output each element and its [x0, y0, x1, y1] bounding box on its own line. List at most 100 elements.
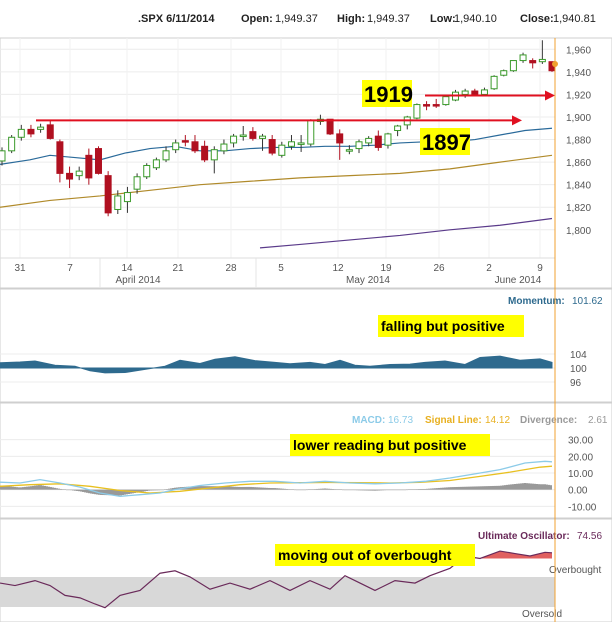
histogram-bar [432, 488, 434, 490]
histogram-bar [306, 489, 308, 491]
histogram-bar [506, 484, 508, 490]
level-arrows [36, 90, 555, 126]
candle [355, 139, 363, 154]
histogram-bar [492, 485, 494, 490]
month-label: May 2014 [346, 275, 390, 286]
histogram-bar [446, 487, 448, 490]
histogram-bar [10, 486, 12, 490]
candle-body [181, 140, 189, 143]
macd-note: lower reading but positive [293, 437, 467, 453]
candle-body [374, 135, 382, 148]
candle-body [143, 164, 151, 178]
histogram-bar [204, 486, 206, 490]
histogram-bar [518, 483, 520, 490]
candle-body [114, 195, 122, 210]
candle-body [133, 176, 141, 190]
candle [259, 133, 267, 151]
candle [345, 145, 353, 155]
histogram-bar [450, 487, 452, 490]
close-label: Close: [520, 13, 554, 25]
candle [46, 120, 54, 140]
level-arrow-head [545, 90, 555, 101]
candle [287, 135, 295, 150]
histogram-bar [358, 489, 360, 491]
histogram-bar [396, 489, 398, 491]
histogram-bar [302, 489, 304, 491]
histogram-bar [50, 487, 52, 490]
divergence-value: 2.61 [588, 415, 608, 426]
histogram-bar [32, 485, 34, 490]
histogram-bar [368, 489, 370, 491]
chart-header: .SPX 6/11/2014 Open: 1,949.37 High: 1,94… [138, 13, 596, 25]
histogram-bar [462, 486, 464, 490]
histogram-bar [498, 485, 500, 490]
histogram-bar [344, 489, 346, 491]
histogram-bar [64, 489, 66, 490]
uo-note-bg [275, 544, 475, 566]
histogram-bar [374, 489, 376, 491]
candle-body [413, 104, 421, 119]
histogram-bar [508, 484, 510, 490]
histogram-bar [410, 489, 412, 490]
candle [423, 101, 431, 111]
histogram-bar [26, 486, 28, 490]
candle [75, 166, 83, 181]
candle [268, 135, 276, 156]
histogram-bar [468, 486, 470, 490]
histogram-bar [198, 486, 200, 490]
histogram-bar [348, 489, 350, 491]
histogram-bar [252, 487, 254, 490]
histogram-bar [172, 488, 174, 490]
histogram-bar [386, 489, 388, 491]
histogram-bar [456, 486, 458, 490]
histogram-bar [90, 489, 92, 494]
divergence-title: Divergence: [520, 415, 577, 426]
histogram-bar [324, 488, 326, 490]
histogram-bar [86, 489, 88, 493]
current-price-dot [552, 60, 558, 67]
candle [181, 135, 189, 147]
histogram-bar [22, 487, 24, 490]
histogram-bar [400, 489, 402, 491]
histogram-bar [378, 489, 380, 491]
histogram-bar [546, 484, 548, 490]
macd-note-bg [290, 434, 490, 456]
candlesticks [0, 40, 556, 217]
candle [27, 124, 35, 138]
histogram-bar [20, 487, 22, 490]
histogram-bar [354, 489, 356, 491]
histogram-bar [104, 489, 106, 496]
histogram-bar [266, 487, 268, 490]
histogram-bar [222, 486, 224, 490]
macd-panel [0, 402, 612, 519]
momentum-tick-label: 100 [570, 364, 587, 375]
candle-body [249, 131, 257, 139]
candle [538, 40, 546, 64]
date-tick-label: 14 [121, 263, 133, 274]
candle [297, 135, 305, 152]
date-tick-label: 21 [172, 263, 184, 274]
histogram-bar [168, 488, 170, 490]
histogram-bar [190, 486, 192, 490]
histogram-bar [332, 489, 334, 490]
price-panel [0, 37, 612, 289]
histogram-bar [520, 483, 522, 490]
histogram-bar [66, 489, 68, 491]
uo-value: 74.56 [577, 531, 602, 542]
low-value: 1,940.10 [454, 13, 497, 25]
histogram-bar [402, 489, 404, 491]
histogram-bar [4, 485, 6, 490]
momentum-tick-label: 96 [570, 378, 582, 389]
histogram-bar [258, 487, 260, 490]
histogram-bar [538, 484, 540, 490]
histogram-bar [216, 486, 218, 490]
candle [220, 139, 228, 155]
histogram-bar [174, 487, 176, 490]
candle [278, 141, 286, 158]
histogram-bar [314, 489, 316, 490]
histogram-bar [54, 487, 56, 490]
histogram-bar [72, 489, 74, 491]
histogram-bar [338, 489, 340, 490]
histogram-bar [502, 485, 504, 490]
histogram-bar [484, 486, 486, 490]
